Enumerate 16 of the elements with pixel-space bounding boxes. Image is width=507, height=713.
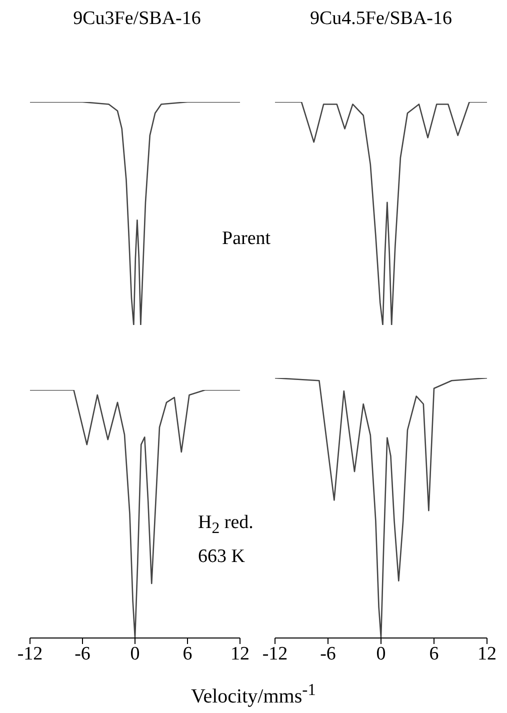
x-tick-label: -6	[74, 643, 90, 664]
x-tick-label: 6	[182, 643, 192, 664]
x-tick-label: 6	[429, 643, 439, 664]
annotation: 663 K	[198, 546, 245, 568]
x-tick-label: 0	[130, 643, 140, 664]
x-tick-label: -12	[262, 643, 288, 664]
chart-title: 9Cu4.5Fe/SBA-16	[309, 8, 453, 30]
x-tick-label: -6	[320, 643, 336, 664]
x-tick-label: 0	[376, 643, 386, 664]
chart-title: 9Cu3Fe/SBA-16	[72, 8, 202, 30]
x-axis-title: Velocity/mms$^{-1}$	[190, 680, 317, 709]
x-tick-label: 12	[230, 643, 250, 664]
x-tick-label: -12	[17, 643, 43, 664]
x-tick-label: 12	[478, 643, 496, 664]
annotation: H$_{2}$ red.	[198, 512, 254, 538]
annotation: Parent	[222, 228, 271, 250]
